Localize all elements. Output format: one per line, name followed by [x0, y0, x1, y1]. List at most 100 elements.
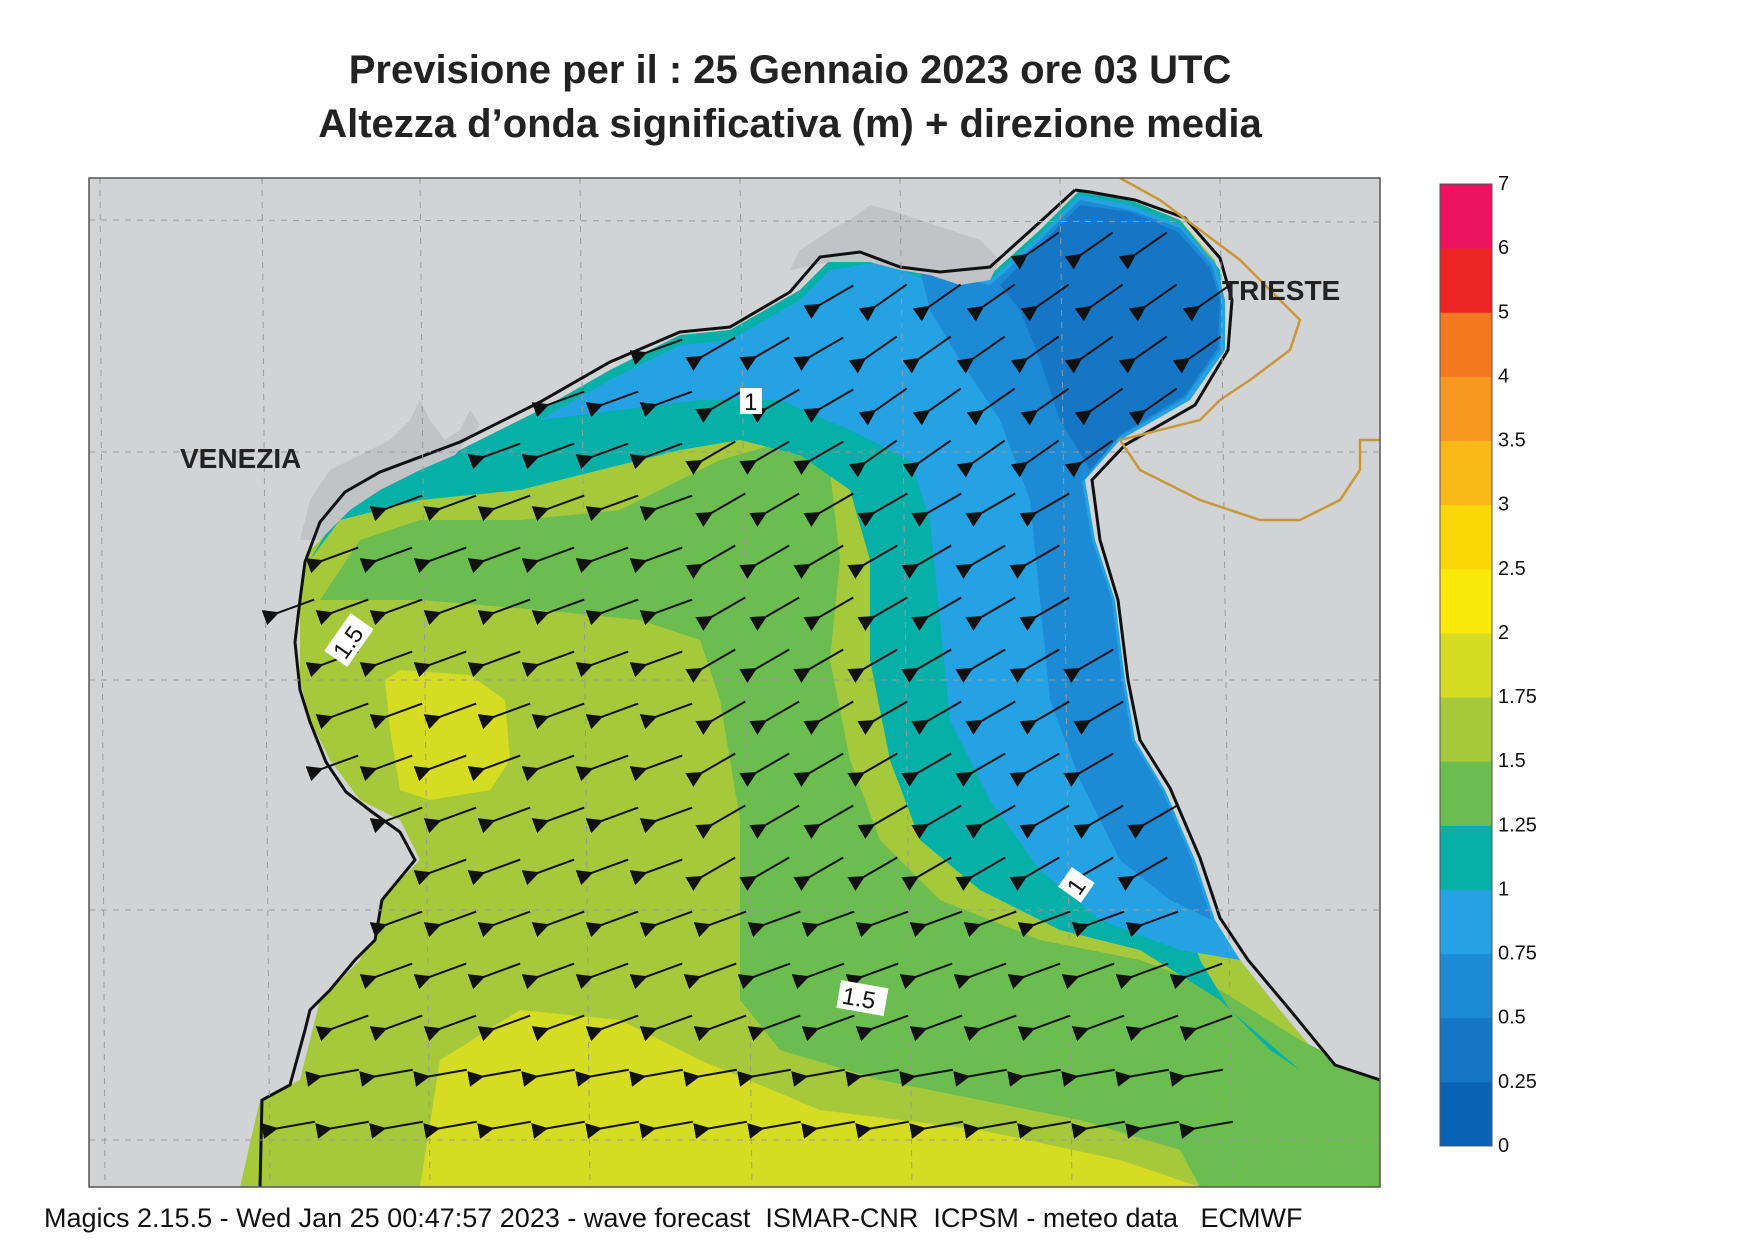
direction-arrow [629, 546, 683, 574]
place-venezia: VENEZIA [180, 443, 301, 474]
direction-arrow [737, 1068, 791, 1087]
direction-arrow [858, 387, 908, 426]
direction-arrow [1063, 648, 1114, 683]
direction-arrow [1020, 283, 1070, 322]
direction-arrow [1019, 804, 1070, 839]
direction-arrow [413, 1068, 467, 1087]
direction-arrow [1009, 856, 1060, 891]
direction-arrow [739, 336, 790, 371]
contour-label: 1.5 [836, 980, 889, 1016]
colorbar-level-label: 5 [1498, 301, 1509, 323]
direction-arrow [629, 858, 683, 886]
direction-arrow [477, 494, 531, 522]
direction-arrow [855, 910, 909, 938]
direction-arrow [911, 492, 962, 527]
colorbar-level-label: 0.75 [1498, 943, 1537, 965]
direction-arrow [801, 1014, 855, 1042]
direction-arrow [1125, 910, 1179, 938]
direction-arrow [1182, 283, 1232, 322]
direction-arrow [695, 700, 746, 735]
direction-arrow [575, 546, 629, 574]
direction-arrow [1064, 439, 1114, 478]
direction-arrow [803, 492, 854, 527]
direction-arrow [966, 387, 1016, 426]
direction-arrow [585, 1120, 639, 1139]
direction-arrow [858, 283, 908, 322]
direction-arrow [1007, 962, 1061, 990]
map-frame [88, 177, 1381, 1188]
direction-arrow [423, 598, 477, 626]
direction-arrow [477, 806, 531, 834]
direction-arrow [685, 856, 736, 891]
direction-arrow [739, 856, 790, 891]
colorbar-swatch [1440, 1017, 1492, 1083]
direction-arrow [848, 335, 898, 374]
direction-arrow [1179, 1014, 1233, 1042]
direction-arrow [423, 910, 477, 938]
direction-arrow [909, 1120, 963, 1139]
direction-arrow [1009, 752, 1060, 787]
direction-arrow [963, 1120, 1017, 1139]
contour-label-text: 1 [744, 389, 757, 416]
direction-arrow [1128, 387, 1178, 426]
direction-arrow [847, 752, 898, 787]
direction-arrow [315, 702, 369, 730]
direction-arrow [1063, 752, 1114, 787]
direction-arrow [1017, 1120, 1071, 1139]
direction-arrow [857, 596, 908, 631]
direction-arrow [953, 962, 1007, 990]
direction-arrow [1009, 544, 1060, 579]
direction-arrow [901, 856, 952, 891]
direction-arrow [467, 650, 521, 678]
direction-arrow [629, 442, 683, 470]
direction-arrow [693, 910, 747, 938]
direction-arrow [956, 439, 1006, 478]
direction-arrow [1127, 804, 1178, 839]
direction-arrow [413, 962, 467, 990]
direction-arrow [585, 598, 639, 626]
direction-arrow [1128, 283, 1178, 322]
direction-arrow [1115, 1068, 1169, 1087]
direction-arrow [739, 544, 790, 579]
direction-arrow [1074, 283, 1124, 322]
direction-arrow [791, 962, 845, 990]
direction-arrow [845, 962, 899, 990]
colorbar-swatch [1440, 761, 1492, 826]
direction-arrow [793, 648, 844, 683]
direction-arrow [521, 754, 575, 782]
direction-arrow [585, 910, 639, 938]
direction-arrow [305, 546, 359, 574]
direction-arrow [467, 962, 521, 990]
direction-arrow [531, 1014, 585, 1042]
direction-arrow [953, 1068, 1007, 1087]
direction-arrow [305, 754, 359, 782]
direction-arrow [369, 702, 423, 730]
direction-arrow [901, 752, 952, 787]
direction-arrow [423, 1120, 477, 1139]
direction-arrow [955, 752, 1006, 787]
direction-arrow [629, 1068, 683, 1087]
direction-arrow [737, 962, 791, 990]
direction-arrow [1071, 910, 1125, 938]
direction-arrow [911, 596, 962, 631]
direction-arrow [739, 648, 790, 683]
direction-arrow [413, 858, 467, 886]
colorbar-swatch [1440, 504, 1492, 570]
direction-arrow [315, 598, 369, 626]
direction-arrow [909, 1014, 963, 1042]
direction-arrow [902, 439, 952, 478]
direction-arrow [1010, 335, 1060, 374]
direction-arrow [966, 283, 1016, 322]
direction-arrow [359, 754, 413, 782]
direction-arrow [1019, 492, 1070, 527]
colorbar-swatch [1440, 632, 1492, 698]
direction-arrow [585, 702, 639, 730]
direction-arrow [1071, 1120, 1125, 1139]
direction-arrow [899, 1068, 953, 1087]
coastline-west [258, 188, 1077, 1187]
land-east [1075, 178, 1380, 1080]
map-area [89, 178, 1380, 1187]
direction-arrow [847, 544, 898, 579]
colorbar-swatch [1440, 1081, 1492, 1147]
direction-arrow [423, 1014, 477, 1042]
